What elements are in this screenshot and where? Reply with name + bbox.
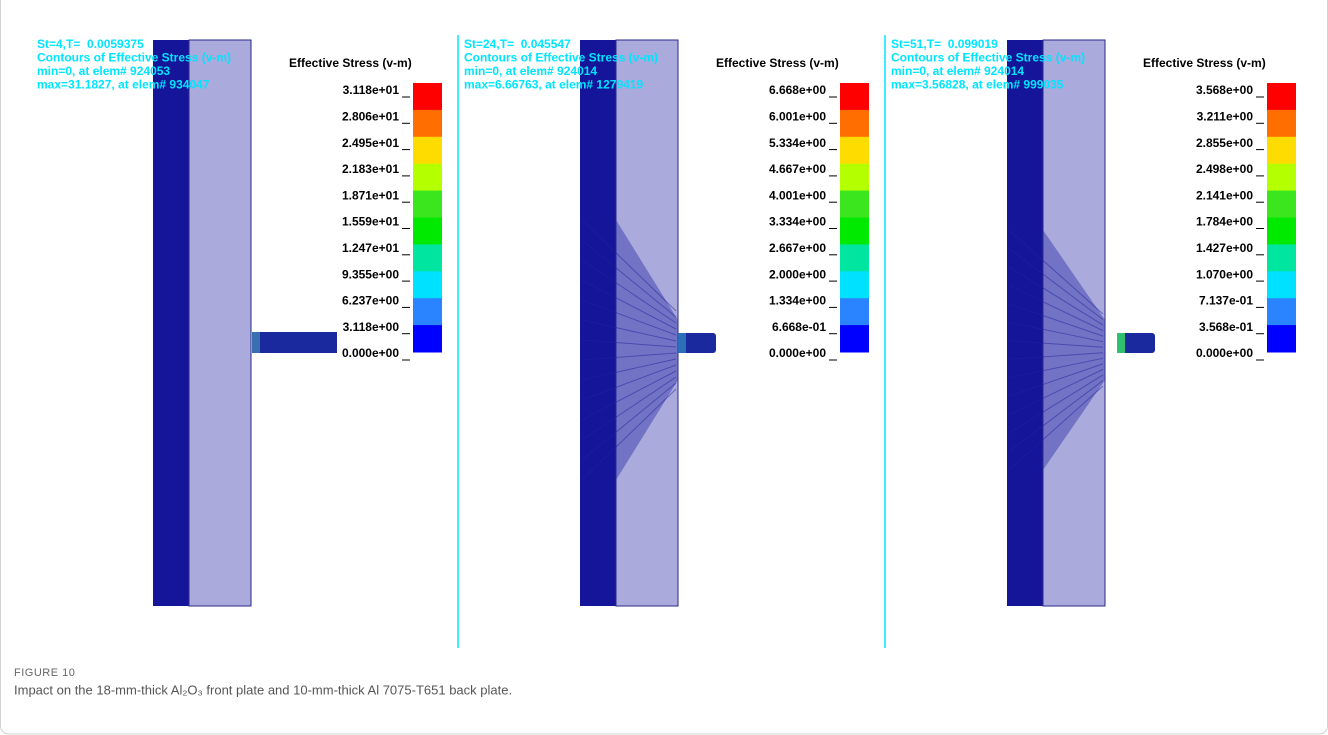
color-band <box>1267 137 1296 164</box>
legend-label: 2.000e+00 <box>769 267 826 281</box>
legend-label: 3.118e+01 <box>343 83 400 97</box>
legend-label: 7.137e-01 <box>1199 294 1253 308</box>
color-band <box>840 271 869 298</box>
legend-label: 1.559e+01 <box>342 215 399 229</box>
legend-label: 6.237e+00 <box>342 294 399 308</box>
legend-label: 1.334e+00 <box>769 294 826 308</box>
legend-label: 6.668e-01 <box>772 320 826 334</box>
legend-label: 1.247e+01 <box>342 241 399 255</box>
legend-label: 2.667e+00 <box>769 241 826 255</box>
projectile-tip <box>1117 333 1125 353</box>
legend-label: 5.334e+00 <box>769 136 826 150</box>
legend-label: 2.806e+01 <box>342 109 399 123</box>
figure-label: FIGURE 10 <box>14 667 75 679</box>
color-band <box>1267 110 1296 137</box>
color-band <box>840 298 869 325</box>
panel-header: Contours of Effective Stress (v-m) <box>37 51 231 65</box>
back-plate <box>189 40 251 606</box>
panel-header: St=24,T= 0.045547 <box>464 37 571 51</box>
legend-label: 1.427e+00 <box>1196 241 1253 255</box>
legend-label: 1.871e+01 <box>342 188 399 202</box>
legend-label: 6.001e+00 <box>769 109 826 123</box>
color-band <box>840 191 869 218</box>
color-band <box>413 271 442 298</box>
legend-label: 2.183e+01 <box>342 162 399 176</box>
color-band <box>840 244 869 271</box>
panel-header: max=6.66763, at elem# 1279419 <box>464 78 643 92</box>
color-band <box>1267 218 1296 245</box>
color-band <box>840 325 869 352</box>
panel-header: min=0, at elem# 924014 <box>464 64 597 78</box>
legend-label: 2.141e+00 <box>1196 188 1253 202</box>
legend-title: Effective Stress (v-m) <box>716 56 839 70</box>
legend-label: 3.568e-01 <box>1199 320 1253 334</box>
color-band <box>413 191 442 218</box>
color-band <box>1267 271 1296 298</box>
legend-label: 6.668e+00 <box>769 83 826 97</box>
panel-header: min=0, at elem# 924053 <box>37 64 170 78</box>
color-band <box>413 83 442 110</box>
color-band <box>1267 191 1296 218</box>
color-band <box>840 218 869 245</box>
panel-header: St=4,T= 0.0059375 <box>37 37 144 51</box>
legend-label: 0.000e+00 <box>342 346 399 360</box>
color-band <box>413 137 442 164</box>
legend-label: 0.000e+00 <box>1196 346 1253 360</box>
legend-label: 2.495e+01 <box>342 136 399 150</box>
panel-header: Contours of Effective Stress (v-m) <box>891 51 1085 65</box>
legend-title: Effective Stress (v-m) <box>1143 56 1266 70</box>
panel-header: min=0, at elem# 924014 <box>891 64 1024 78</box>
color-band <box>840 164 869 191</box>
legend-label: 0.000e+00 <box>769 346 826 360</box>
color-band <box>413 110 442 137</box>
caption-text: Impact on the 18-mm-thick Al₂O₃ front pl… <box>14 682 512 697</box>
legend-label: 1.784e+00 <box>1196 215 1253 229</box>
color-band <box>413 218 442 245</box>
projectile <box>252 332 337 353</box>
legend-label: 3.118e+00 <box>343 320 400 334</box>
panel-header: max=3.56828, at elem# 999035 <box>891 78 1064 92</box>
color-band <box>413 325 442 352</box>
color-band <box>1267 298 1296 325</box>
color-band <box>1267 83 1296 110</box>
legend-label: 2.498e+00 <box>1196 162 1253 176</box>
color-band <box>413 244 442 271</box>
legend-title: Effective Stress (v-m) <box>289 56 412 70</box>
panel-header: max=31.1827, at elem# 934047 <box>37 78 210 92</box>
front-plate <box>153 40 189 606</box>
color-band <box>1267 164 1296 191</box>
projectile-tip <box>678 333 686 353</box>
panel-header: Contours of Effective Stress (v-m) <box>464 51 658 65</box>
legend-label: 2.855e+00 <box>1196 136 1253 150</box>
color-band <box>1267 325 1296 352</box>
color-band <box>413 164 442 191</box>
color-band <box>840 110 869 137</box>
legend-label: 3.211e+00 <box>1197 109 1254 123</box>
legend-label: 9.355e+00 <box>342 267 399 281</box>
projectile-tip <box>252 332 260 353</box>
legend-label: 1.070e+00 <box>1196 267 1253 281</box>
front-plate <box>580 40 616 606</box>
color-band <box>840 83 869 110</box>
color-band <box>1267 244 1296 271</box>
panel-header: St=51,T= 0.099019 <box>891 37 998 51</box>
color-band <box>840 137 869 164</box>
figure: FIGURE 10 Impact on the 18-mm-thick Al₂O… <box>0 0 1328 735</box>
legend-label: 4.667e+00 <box>769 162 826 176</box>
legend-label: 4.001e+00 <box>769 188 826 202</box>
legend-label: 3.568e+00 <box>1196 83 1253 97</box>
color-band <box>413 298 442 325</box>
legend-label: 3.334e+00 <box>769 215 826 229</box>
